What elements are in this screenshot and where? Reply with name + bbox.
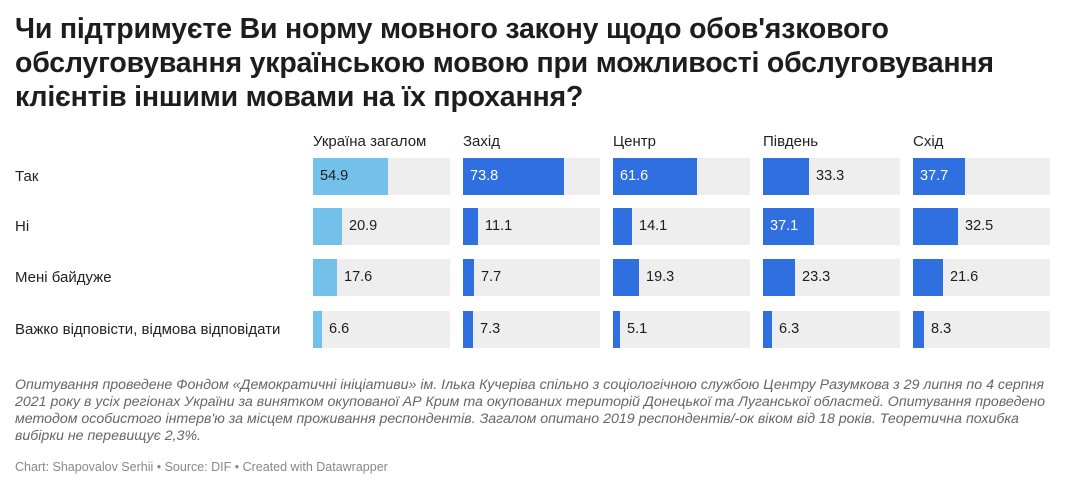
bar xyxy=(763,311,772,348)
bar xyxy=(613,208,632,245)
bar xyxy=(463,208,478,245)
bar xyxy=(313,208,342,245)
bar-track: 37.7 xyxy=(913,158,1050,195)
bar-track: 7.3 xyxy=(463,311,600,348)
column-header: Україна загалом xyxy=(313,133,426,150)
bar xyxy=(613,259,639,296)
data-label: 6.3 xyxy=(779,321,799,337)
bar xyxy=(313,311,322,348)
row-label: Так xyxy=(15,168,38,185)
bar xyxy=(463,259,474,296)
bar-track: 6.6 xyxy=(313,311,450,348)
bar-track: 17.6 xyxy=(313,259,450,296)
data-label: 37.1 xyxy=(770,218,798,234)
row-label: Ні xyxy=(15,218,29,235)
data-label: 7.7 xyxy=(481,269,501,285)
chart-title: Чи підтримуєте Ви норму мовного закону щ… xyxy=(15,12,1060,114)
bar-track: 20.9 xyxy=(313,208,450,245)
bar-track: 73.8 xyxy=(463,158,600,195)
bar-track: 54.9 xyxy=(313,158,450,195)
bar-track: 19.3 xyxy=(613,259,750,296)
data-label: 6.6 xyxy=(329,321,349,337)
bar xyxy=(463,311,473,348)
bar xyxy=(913,259,943,296)
column-header: Схід xyxy=(913,133,943,150)
data-label: 73.8 xyxy=(470,168,498,184)
bar-track: 32.5 xyxy=(913,208,1050,245)
bar-track: 11.1 xyxy=(463,208,600,245)
data-label: 54.9 xyxy=(320,168,348,184)
chart-credit: Chart: Shapovalov Serhii • Source: DIF •… xyxy=(15,460,388,474)
column-header: Південь xyxy=(763,133,818,150)
data-label: 8.3 xyxy=(931,321,951,337)
bar-track: 14.1 xyxy=(613,208,750,245)
column-header: Захід xyxy=(463,133,500,150)
bar-track: 21.6 xyxy=(913,259,1050,296)
data-label: 20.9 xyxy=(349,218,377,234)
row-label: Мені байдуже xyxy=(15,269,112,286)
data-label: 17.6 xyxy=(344,269,372,285)
data-label: 5.1 xyxy=(627,321,647,337)
row-label: Важко відповісти, відмова відповідати xyxy=(15,321,280,338)
data-label: 19.3 xyxy=(646,269,674,285)
bar-track: 33.3 xyxy=(763,158,900,195)
bar xyxy=(763,259,795,296)
methodology-note: Опитування проведене Фондом «Демократичн… xyxy=(15,377,1060,445)
bar-track: 7.7 xyxy=(463,259,600,296)
data-label: 21.6 xyxy=(950,269,978,285)
bar xyxy=(313,259,337,296)
data-label: 61.6 xyxy=(620,168,648,184)
data-label: 7.3 xyxy=(480,321,500,337)
bar xyxy=(613,311,620,348)
data-label: 33.3 xyxy=(816,168,844,184)
bar-track: 23.3 xyxy=(763,259,900,296)
bar-track: 5.1 xyxy=(613,311,750,348)
data-label: 14.1 xyxy=(639,218,667,234)
bar-track: 61.6 xyxy=(613,158,750,195)
bar-track: 37.1 xyxy=(763,208,900,245)
data-label: 11.1 xyxy=(485,218,512,234)
bar-track: 8.3 xyxy=(913,311,1050,348)
data-label: 23.3 xyxy=(802,269,830,285)
bar xyxy=(763,158,809,195)
bar-track: 6.3 xyxy=(763,311,900,348)
bar xyxy=(913,208,958,245)
column-header: Центр xyxy=(613,133,656,150)
data-label: 37.7 xyxy=(920,168,948,184)
data-label: 32.5 xyxy=(965,218,993,234)
bar xyxy=(913,311,924,348)
